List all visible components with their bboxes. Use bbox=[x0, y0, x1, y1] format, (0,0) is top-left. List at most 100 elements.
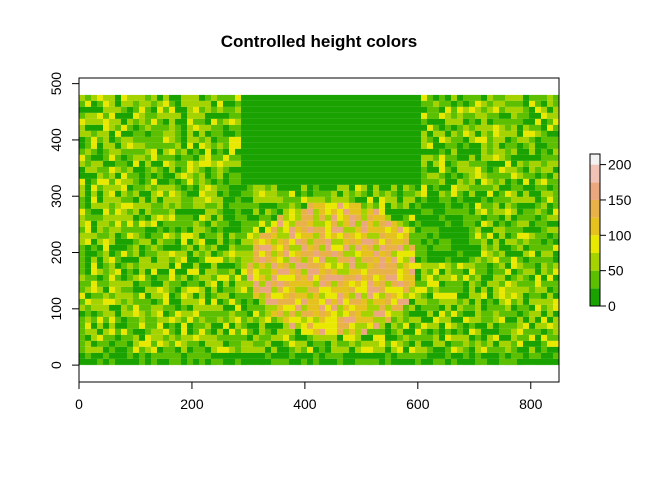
heatmap-cell bbox=[79, 274, 85, 281]
heatmap-cell bbox=[337, 238, 343, 245]
heatmap-cell bbox=[403, 118, 409, 125]
heatmap-cell bbox=[547, 232, 553, 239]
heatmap-cell bbox=[439, 148, 445, 155]
heatmap-cell bbox=[445, 340, 451, 347]
heatmap-cell bbox=[223, 352, 229, 359]
heatmap-cell bbox=[271, 190, 277, 197]
heatmap-cell bbox=[535, 268, 541, 275]
heatmap-cell bbox=[127, 262, 133, 269]
heatmap-cell bbox=[145, 274, 151, 281]
heatmap-cell bbox=[223, 136, 229, 143]
heatmap-cell bbox=[535, 94, 541, 101]
heatmap-cell bbox=[451, 220, 457, 227]
heatmap-cell bbox=[145, 148, 151, 155]
heatmap-cell bbox=[307, 298, 313, 305]
heatmap-cell bbox=[415, 208, 421, 215]
heatmap-cell bbox=[205, 322, 211, 329]
heatmap-cell bbox=[505, 106, 511, 113]
heatmap-cell bbox=[199, 142, 205, 149]
heatmap-cell bbox=[133, 220, 139, 227]
heatmap-cell bbox=[373, 244, 379, 251]
heatmap-cell bbox=[355, 298, 361, 305]
heatmap-cell bbox=[439, 154, 445, 161]
heatmap-cell bbox=[331, 172, 337, 179]
heatmap-cell bbox=[367, 238, 373, 245]
heatmap-cell bbox=[373, 328, 379, 335]
heatmap-cell bbox=[193, 208, 199, 215]
heatmap-cell bbox=[493, 262, 499, 269]
legend-swatch bbox=[590, 288, 600, 306]
heatmap-cell bbox=[295, 232, 301, 239]
heatmap-cell bbox=[193, 214, 199, 221]
heatmap-cell bbox=[283, 328, 289, 335]
heatmap-cell bbox=[169, 334, 175, 341]
heatmap-cell bbox=[181, 106, 187, 113]
heatmap-cell bbox=[343, 310, 349, 317]
heatmap-cell bbox=[487, 178, 493, 185]
heatmap-cell bbox=[499, 184, 505, 191]
heatmap-cell bbox=[463, 220, 469, 227]
heatmap-cell bbox=[265, 292, 271, 299]
heatmap-cell bbox=[109, 112, 115, 119]
heatmap-cell bbox=[529, 346, 535, 353]
heatmap-cell bbox=[259, 214, 265, 221]
heatmap-cell bbox=[493, 112, 499, 119]
heatmap-cell bbox=[325, 172, 331, 179]
heatmap-cell bbox=[139, 316, 145, 323]
heatmap-cell bbox=[427, 154, 433, 161]
heatmap-cell bbox=[235, 100, 241, 107]
heatmap-cell bbox=[325, 244, 331, 251]
heatmap-cell bbox=[223, 298, 229, 305]
heatmap-cell bbox=[325, 184, 331, 191]
heatmap-cell bbox=[439, 340, 445, 347]
heatmap-cell bbox=[205, 346, 211, 353]
heatmap-cell bbox=[427, 262, 433, 269]
heatmap-cell bbox=[133, 316, 139, 323]
heatmap-cell bbox=[283, 244, 289, 251]
heatmap-cell bbox=[313, 328, 319, 335]
heatmap-cell bbox=[343, 136, 349, 143]
heatmap-cell bbox=[127, 292, 133, 299]
heatmap-cell bbox=[529, 220, 535, 227]
heatmap-cell bbox=[541, 226, 547, 233]
heatmap-cell bbox=[151, 292, 157, 299]
heatmap-cell bbox=[517, 286, 523, 293]
heatmap-cell bbox=[133, 172, 139, 179]
heatmap-cell bbox=[175, 178, 181, 185]
heatmap-cell bbox=[349, 208, 355, 215]
heatmap-cell bbox=[379, 304, 385, 311]
heatmap-cell bbox=[397, 124, 403, 131]
heatmap-cell bbox=[133, 202, 139, 209]
heatmap-cell bbox=[541, 100, 547, 107]
heatmap-cell bbox=[211, 334, 217, 341]
heatmap-cell bbox=[553, 196, 559, 203]
heatmap-cell bbox=[91, 250, 97, 257]
heatmap-cell bbox=[445, 358, 451, 365]
heatmap-cell bbox=[463, 118, 469, 125]
heatmap-cell bbox=[487, 346, 493, 353]
heatmap-cell bbox=[157, 124, 163, 131]
heatmap-cell bbox=[85, 256, 91, 263]
heatmap-cell bbox=[253, 244, 259, 251]
heatmap-cell bbox=[505, 238, 511, 245]
heatmap-cell bbox=[529, 148, 535, 155]
heatmap-cell bbox=[433, 106, 439, 113]
heatmap-cell bbox=[145, 358, 151, 365]
heatmap-cell bbox=[421, 340, 427, 347]
heatmap-cell bbox=[367, 256, 373, 263]
heatmap-cell bbox=[409, 298, 415, 305]
heatmap-cell bbox=[139, 118, 145, 125]
heatmap-cell bbox=[529, 238, 535, 245]
heatmap-cell bbox=[109, 310, 115, 317]
heatmap-cell bbox=[295, 94, 301, 101]
heatmap-cell bbox=[241, 340, 247, 347]
heatmap-cell bbox=[241, 322, 247, 329]
heatmap-cell bbox=[403, 154, 409, 161]
heatmap-cell bbox=[469, 256, 475, 263]
heatmap-cell bbox=[457, 262, 463, 269]
heatmap-cell bbox=[253, 274, 259, 281]
x-tick-label: 200 bbox=[180, 396, 204, 412]
heatmap-cell bbox=[325, 148, 331, 155]
heatmap-cell bbox=[229, 310, 235, 317]
heatmap-cell bbox=[553, 124, 559, 131]
